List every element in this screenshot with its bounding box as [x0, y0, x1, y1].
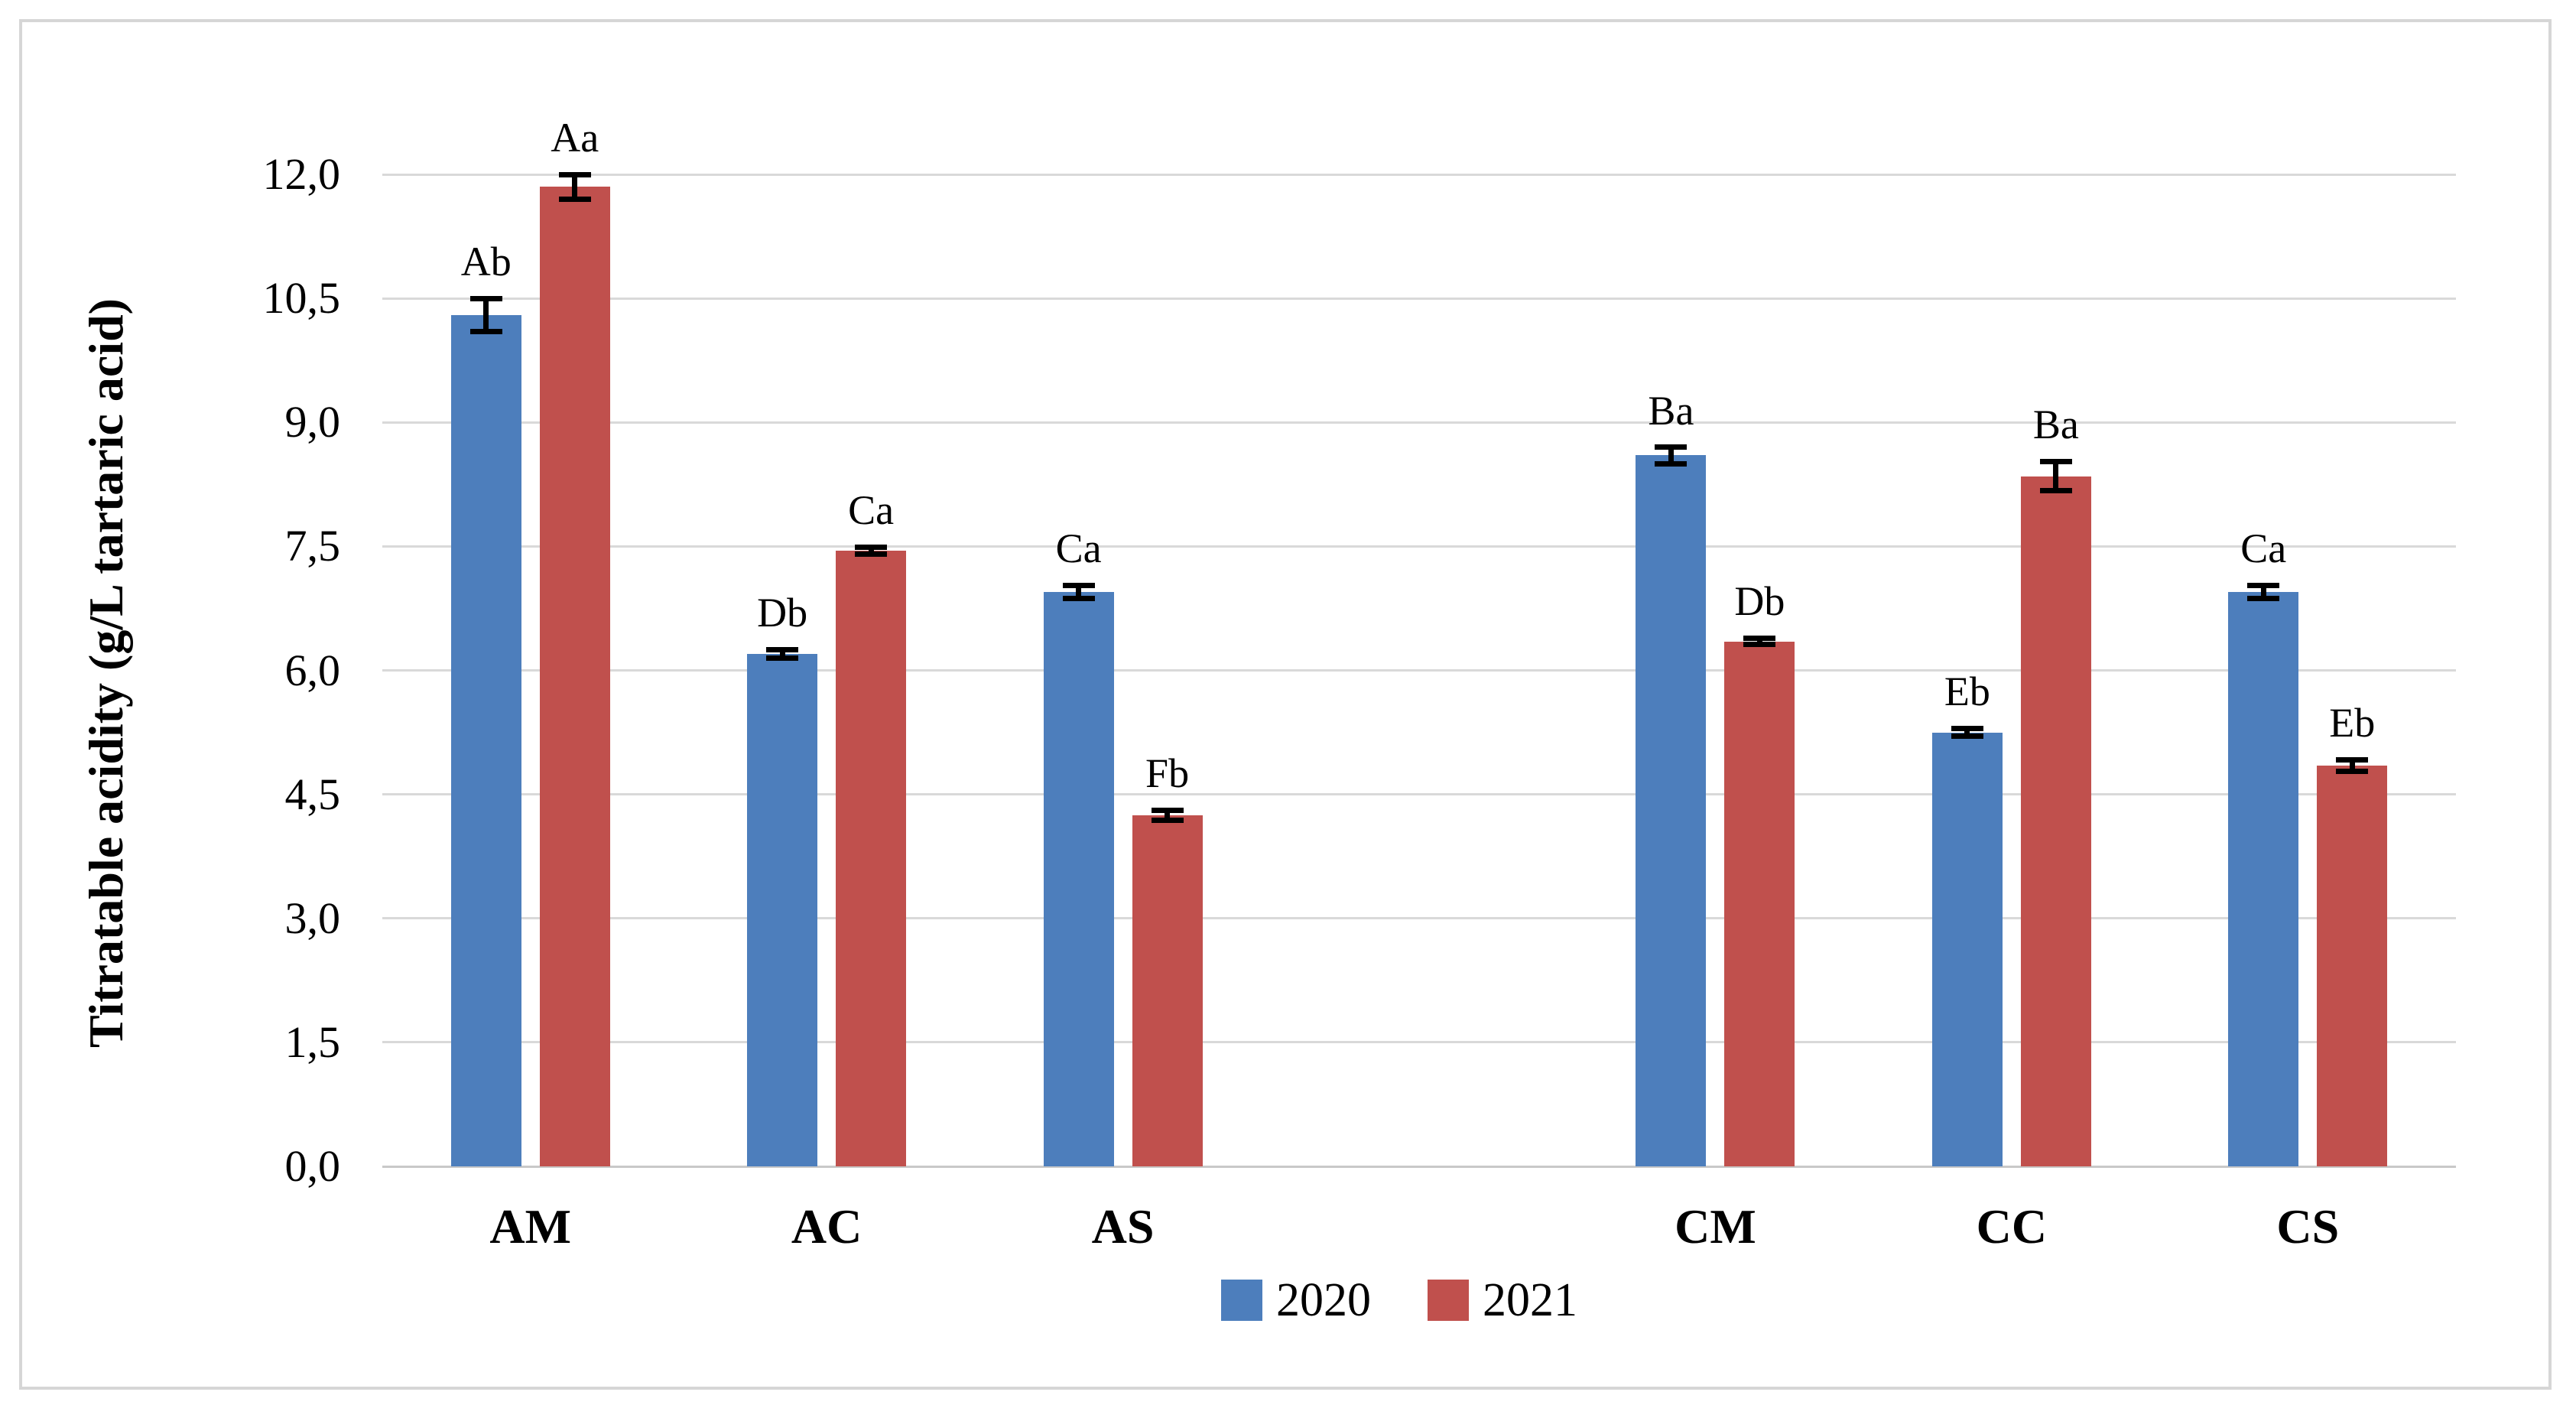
bar-2021 — [2020, 476, 2091, 1166]
error-bar-stem — [1756, 638, 1762, 645]
error-bar-cap-bottom — [766, 655, 799, 661]
error-bar-cap-bottom — [855, 551, 888, 557]
y-tick-label: 12,0 — [262, 149, 341, 199]
bar-stat-label: Aa — [551, 115, 599, 161]
error-bar-cap-bottom — [2039, 488, 2072, 494]
legend-swatch-2020-icon — [1221, 1280, 1262, 1321]
error-bar-cap-bottom — [1951, 733, 1983, 740]
error-bar-cap-top — [766, 646, 799, 652]
gridline — [382, 793, 2456, 796]
legend: 2020 2021 — [1109, 1270, 1690, 1331]
y-tick-label: 6,0 — [284, 645, 341, 695]
bar-stat-label: Eb — [1944, 668, 1990, 715]
y-tick-label: 9,0 — [284, 397, 341, 447]
gridline — [382, 917, 2456, 920]
y-axis-title: Titratable acidity (g/L tartaric acid) — [79, 298, 133, 1048]
y-tick-label: 4,5 — [284, 769, 341, 819]
error-bar-cap-bottom — [1743, 642, 1776, 648]
error-bar-cap-top — [1951, 725, 1983, 731]
bar-stat-label: Db — [1734, 578, 1785, 625]
bar-2020 — [450, 314, 521, 1166]
x-category-label: CS — [2276, 1199, 2340, 1254]
bar-2021 — [1724, 641, 1795, 1166]
y-tick-label: 0,0 — [284, 1141, 341, 1191]
x-category-label: CM — [1675, 1199, 1756, 1254]
x-axis-line — [382, 1165, 2456, 1168]
y-tick-label: 7,5 — [284, 521, 341, 571]
x-category-label: AM — [489, 1199, 572, 1254]
bar-2020 — [1636, 455, 1707, 1166]
error-bar-cap-bottom — [1655, 460, 1688, 467]
error-bar-cap-bottom — [1062, 595, 1095, 601]
error-bar-cap-top — [1743, 635, 1776, 641]
gridline — [382, 545, 2456, 548]
bar-2020 — [1043, 591, 1114, 1166]
error-bar-cap-top — [558, 171, 591, 177]
bar-stat-label: Ba — [1648, 387, 1694, 434]
error-bar-stem — [1964, 728, 1970, 737]
bar-2020 — [747, 653, 818, 1166]
error-bar-cap-top — [2247, 582, 2280, 588]
error-bar-cap-bottom — [2336, 768, 2369, 774]
bar-2021 — [2317, 765, 2388, 1166]
error-bar-cap-bottom — [469, 328, 502, 334]
y-tick-label: 3,0 — [284, 893, 341, 943]
gridline — [382, 1041, 2456, 1044]
x-category-label: CC — [1976, 1199, 2048, 1254]
error-bar-stem — [868, 547, 874, 555]
bar-stat-label: Fb — [1145, 750, 1190, 797]
bar-stat-label: Ca — [1055, 525, 1102, 572]
error-bar-cap-top — [2039, 458, 2072, 464]
x-category-label: AS — [1091, 1199, 1155, 1254]
legend-label-2020: 2020 — [1276, 1274, 1371, 1326]
gridline — [382, 421, 2456, 424]
legend-item-2021: 2021 — [1428, 1277, 1577, 1324]
error-bar-stem — [2260, 585, 2266, 599]
error-bar-cap-bottom — [1151, 817, 1184, 823]
x-category-label: AC — [791, 1199, 862, 1254]
gridline — [382, 297, 2456, 300]
bar-stat-label: Ab — [460, 239, 512, 285]
legend-swatch-2021-icon — [1428, 1280, 1469, 1321]
error-bar-cap-top — [2336, 756, 2369, 763]
bar-2021 — [539, 187, 610, 1166]
error-bar-stem — [572, 174, 578, 200]
error-bar-cap-top — [1151, 807, 1184, 813]
bar-stat-label: Db — [757, 590, 808, 636]
error-bar-stem — [779, 649, 785, 659]
bar-stat-label: Ca — [848, 487, 895, 534]
legend-item-2020: 2020 — [1221, 1277, 1371, 1324]
error-bar-stem — [1165, 810, 1171, 821]
bar-stat-label: Ba — [2032, 402, 2079, 448]
error-bar-stem — [483, 298, 489, 332]
y-tick-label: 10,5 — [262, 273, 341, 324]
error-bar-cap-top — [1655, 444, 1688, 450]
bar-stat-label: Eb — [2329, 700, 2376, 746]
error-bar-stem — [2053, 461, 2059, 491]
bar-2020 — [1931, 732, 2003, 1166]
error-bar-cap-bottom — [2247, 595, 2280, 601]
error-bar-stem — [1668, 447, 1674, 464]
gridline — [382, 173, 2456, 176]
figure-frame — [19, 19, 2552, 1390]
bar-2020 — [2228, 591, 2299, 1166]
bar-2021 — [1132, 815, 1203, 1166]
error-bar-stem — [2349, 759, 2355, 772]
error-bar-cap-top — [855, 544, 888, 550]
bar-stat-label: Ca — [2240, 525, 2287, 572]
y-tick-label: 1,5 — [284, 1016, 341, 1067]
error-bar-stem — [1076, 585, 1082, 599]
error-bar-cap-top — [1062, 582, 1095, 588]
legend-label-2021: 2021 — [1483, 1274, 1577, 1326]
error-bar-cap-bottom — [558, 196, 591, 202]
bar-2021 — [836, 550, 907, 1166]
error-bar-cap-top — [469, 295, 502, 301]
gridline — [382, 669, 2456, 672]
